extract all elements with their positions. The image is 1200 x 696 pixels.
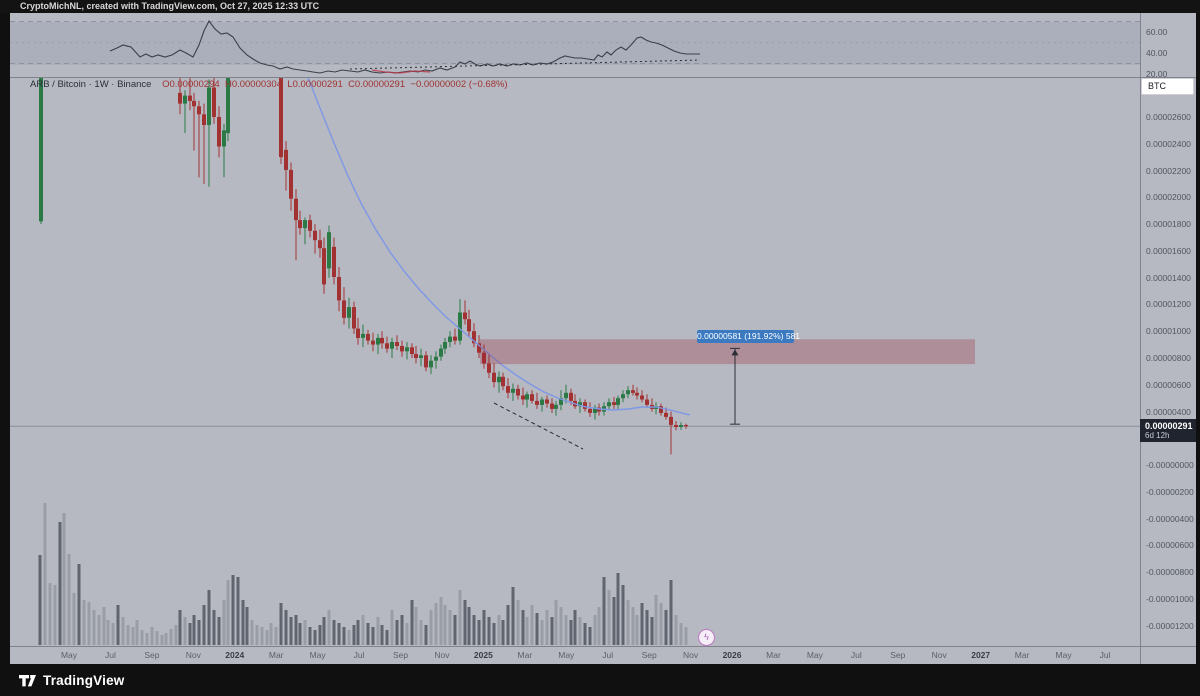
tradingview-logo[interactable]: TradingView [18, 671, 124, 690]
time-scale-label: May [1055, 650, 1072, 660]
currency-toggle-button[interactable]: BTC [1141, 78, 1194, 95]
time-scale-label: Mar [517, 650, 533, 660]
current-price-value: 0.00000291 [1145, 421, 1193, 431]
price-scale-label: 0.00002600 [1146, 112, 1191, 122]
time-scale-label: Jul [602, 650, 614, 660]
price-scale-label: 0.00002000 [1146, 192, 1191, 203]
event-marker-icon[interactable]: ϟ [698, 629, 715, 646]
tradingview-logo-text: TradingView [43, 673, 125, 688]
attribution-text: CryptoMichNL, created with TradingView.c… [20, 1, 320, 11]
chart-canvas[interactable]: ARB / Bitcoin · 1W · Binance O0.00000294… [10, 13, 1196, 664]
time-axis-border [10, 646, 1196, 647]
time-scale-label: May [806, 650, 823, 660]
time-scale-label: Mar [766, 650, 781, 660]
symbol-ohlc-row[interactable]: ARB / Bitcoin · 1W · Binance O0.00000294… [30, 79, 508, 93]
price-scale-label: -0.00000000 [1146, 460, 1194, 471]
bar-countdown: 6d 12h [1145, 431, 1170, 440]
time-scale-label: Sep [144, 650, 160, 660]
price-scale-label: 0.00001400 [1146, 272, 1191, 283]
time-scale-label: Nov [434, 650, 450, 660]
price-scale-label: 0.00002200 [1146, 165, 1191, 176]
price-axis[interactable]: 60.00 40.00 20.00 0.00002600 0.00002400 0.000… [1141, 13, 1196, 664]
time-scale-label: Mar [268, 650, 284, 660]
rsi-scale-label: 20.00 [1146, 69, 1168, 79]
ohlc-close: C0.00000291 [348, 79, 406, 90]
chart-plot[interactable] [10, 13, 1196, 664]
time-scale-label: May [60, 650, 78, 660]
price-scale-label: -0.00000800 [1146, 567, 1194, 578]
price-scale-label: 0.00001000 [1146, 326, 1191, 337]
time-scale-label: Mar [1014, 650, 1030, 660]
time-scale-label: 2025 [473, 650, 493, 660]
price-axis-border [1140, 13, 1141, 664]
time-scale-label: Sep [890, 650, 906, 660]
price-scale-label: 0.00000600 [1146, 379, 1191, 390]
price-scale-label: -0.00000200 [1146, 486, 1194, 497]
time-scale-label: Nov [683, 650, 699, 660]
symbol-title[interactable]: ARB / Bitcoin · 1W · Binance [30, 79, 152, 90]
rsi-scale-label: 40.00 [1146, 48, 1168, 58]
current-price-tag: 0.00000291 6d 12h [1140, 419, 1196, 442]
price-scale-label: 0.00001800 [1146, 219, 1191, 230]
price-scale-label: -0.00001200 [1146, 620, 1194, 631]
tradingview-logo-icon [19, 675, 36, 687]
time-scale-label: 2027 [971, 650, 991, 660]
time-scale-label: Jul [850, 650, 862, 660]
pane-separator[interactable] [10, 77, 1196, 78]
ohlc-change: −0.00000002 (−0.68%) [410, 79, 508, 90]
rsi-scale-label: 60.00 [1146, 27, 1168, 37]
ohlc-low: L0.00000291 [287, 79, 343, 90]
price-scale-label: -0.00001000 [1146, 594, 1194, 605]
time-axis[interactable]: May Jul Sep Nov 2024 Mar May Jul Sep Nov 2025 Mar Ma… [10, 647, 1140, 664]
price-scale-label: -0.00000600 [1146, 540, 1194, 551]
time-scale-label: 2024 [225, 650, 245, 660]
ohlc-high: H0.00000304 [224, 79, 283, 90]
time-scale-label: May [309, 650, 326, 660]
price-scale-label: -0.00000400 [1146, 513, 1194, 524]
bottom-bar: TradingView [0, 664, 1200, 696]
price-scale-label: 0.00001200 [1146, 299, 1191, 310]
time-scale-label: Nov [931, 650, 947, 660]
price-scale-label: 0.00001600 [1146, 245, 1191, 256]
time-scale-label: May [558, 650, 575, 660]
time-scale-label: Jul [1099, 650, 1111, 660]
price-scale-label: 0.00002400 [1146, 138, 1191, 149]
time-scale-label: 2026 [722, 650, 742, 660]
time-scale-label: Sep [392, 650, 409, 660]
time-scale-label: Jul [105, 650, 116, 660]
attribution-bar: CryptoMichNL, created with TradingView.c… [0, 0, 1200, 13]
price-scale-label: 0.00000800 [1146, 353, 1191, 364]
measure-tool-label[interactable]: 0.00000581 (191.92%) 581 [697, 330, 801, 343]
time-scale-label: Nov [185, 650, 201, 660]
ohlc-open: O0.00000294 [162, 79, 220, 90]
price-scale-label: 0.00000400 [1146, 406, 1191, 417]
time-scale-label: Sep [641, 650, 657, 660]
time-scale-label: Jul [353, 650, 365, 660]
